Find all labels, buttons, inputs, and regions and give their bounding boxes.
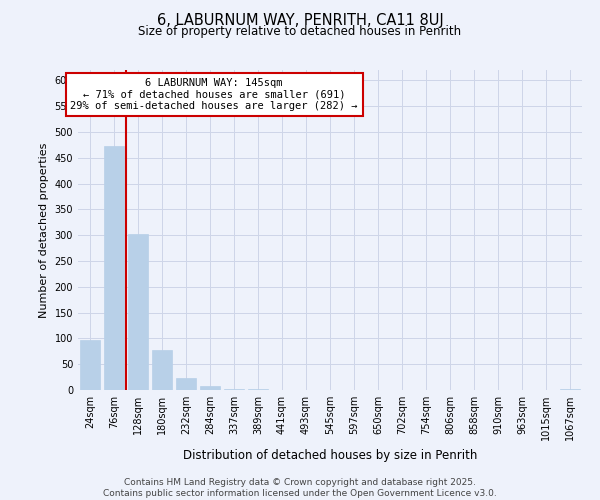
Bar xyxy=(224,389,244,390)
Bar xyxy=(152,350,172,390)
Bar xyxy=(200,386,220,390)
X-axis label: Distribution of detached houses by size in Penrith: Distribution of detached houses by size … xyxy=(183,448,477,462)
Text: 6 LABURNUM WAY: 145sqm
← 71% of detached houses are smaller (691)
29% of semi-de: 6 LABURNUM WAY: 145sqm ← 71% of detached… xyxy=(70,78,358,111)
Bar xyxy=(104,146,124,390)
Bar xyxy=(128,234,148,390)
Bar xyxy=(176,378,196,390)
Bar xyxy=(560,389,580,390)
Y-axis label: Number of detached properties: Number of detached properties xyxy=(39,142,49,318)
Text: Size of property relative to detached houses in Penrith: Size of property relative to detached ho… xyxy=(139,25,461,38)
Bar xyxy=(80,340,100,390)
Text: Contains HM Land Registry data © Crown copyright and database right 2025.
Contai: Contains HM Land Registry data © Crown c… xyxy=(103,478,497,498)
Text: 6, LABURNUM WAY, PENRITH, CA11 8UJ: 6, LABURNUM WAY, PENRITH, CA11 8UJ xyxy=(157,12,443,28)
